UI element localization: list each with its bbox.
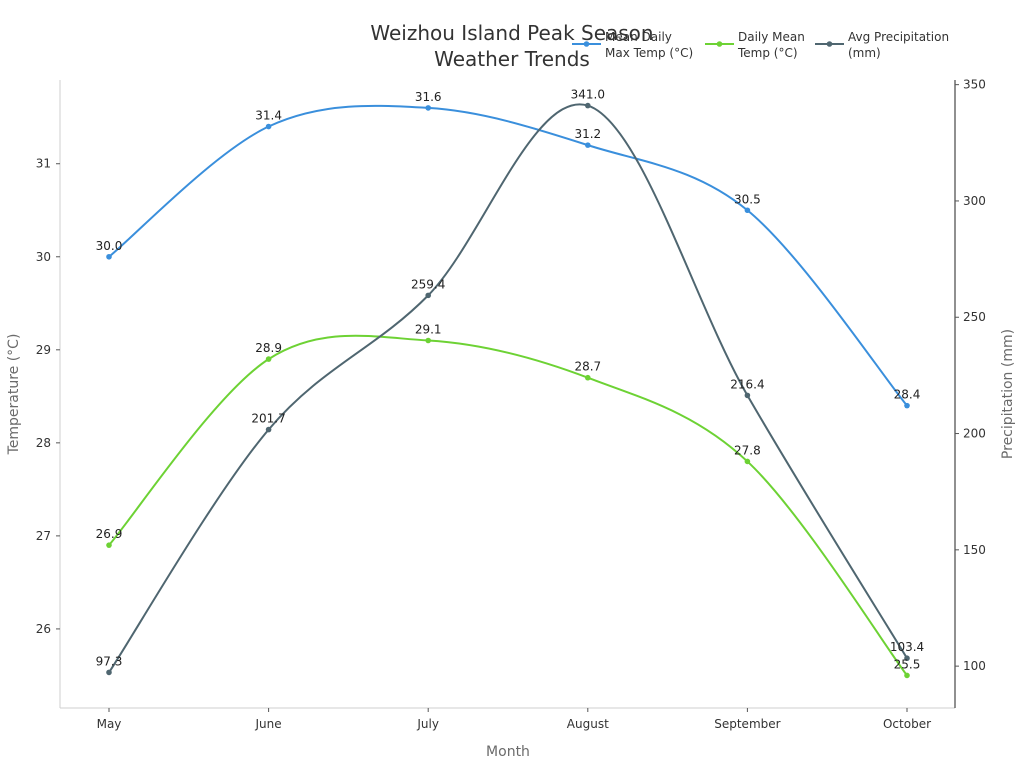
left-tick-label: 27 bbox=[36, 529, 51, 543]
legend-label: Max Temp (°C) bbox=[605, 46, 693, 60]
series-0-data-label: 30.5 bbox=[734, 192, 761, 206]
series-0-point bbox=[904, 402, 910, 409]
series-2-point bbox=[904, 655, 910, 662]
series-1-data-label: 25.5 bbox=[894, 657, 921, 671]
right-tick-label: 300 bbox=[963, 194, 986, 208]
left-axis-title: Temperature (°C) bbox=[6, 334, 22, 456]
series-2-point bbox=[585, 102, 591, 109]
series-1-data-label: 28.7 bbox=[574, 360, 601, 374]
series-2-point bbox=[425, 292, 432, 299]
series-2-data-label: 216.4 bbox=[730, 377, 764, 391]
series-line-2 bbox=[108, 103, 908, 673]
right-axis-title: Precipitation (mm) bbox=[1000, 329, 1016, 459]
right-tick-label: 250 bbox=[963, 310, 986, 324]
series-1-data-label: 26.9 bbox=[96, 527, 123, 541]
legend-swatch-marker bbox=[716, 41, 723, 47]
series-2-data-label: 201.7 bbox=[251, 412, 285, 426]
legend-label: Avg Precipitation bbox=[848, 30, 949, 44]
x-tick-label: August bbox=[567, 717, 609, 731]
series-1-point bbox=[904, 672, 910, 679]
series-1-point bbox=[744, 458, 751, 465]
series-0-data-label: 31.6 bbox=[415, 90, 442, 104]
left-tick-label: 31 bbox=[36, 157, 51, 171]
series-0-point bbox=[744, 207, 751, 214]
left-tick-label: 30 bbox=[36, 250, 51, 264]
right-tick-label: 350 bbox=[963, 78, 986, 92]
series-0-point bbox=[585, 142, 591, 148]
left-tick-label: 28 bbox=[36, 436, 51, 450]
legend-swatch-marker bbox=[826, 41, 833, 47]
x-axis-title: Month bbox=[486, 744, 530, 760]
x-tick-label: September bbox=[714, 717, 780, 731]
series-2-data-label: 97.3 bbox=[96, 654, 123, 668]
series-0-point bbox=[265, 123, 272, 130]
series-0-data-label: 31.2 bbox=[574, 127, 601, 141]
series-1-data-label: 29.1 bbox=[415, 323, 442, 337]
series-line-0 bbox=[108, 104, 908, 407]
series-0-point bbox=[425, 105, 432, 111]
series-1-data-label: 27.8 bbox=[734, 443, 761, 457]
chart-title-line: Weizhou Island Peak Season bbox=[370, 21, 653, 45]
legend-label: (mm) bbox=[848, 46, 881, 60]
legend-label: Temp (°C) bbox=[737, 46, 798, 60]
series-0-data-label: 31.4 bbox=[255, 109, 282, 123]
series-1-point bbox=[425, 337, 432, 344]
x-tick-label: May bbox=[97, 717, 122, 731]
legend-swatch-marker bbox=[583, 41, 590, 47]
chart-title-line: Weather Trends bbox=[434, 47, 590, 71]
right-tick-label: 150 bbox=[963, 543, 986, 557]
series-2-point bbox=[106, 669, 112, 676]
series-line-1 bbox=[108, 334, 908, 677]
legend-label: Mean Daily bbox=[605, 30, 672, 44]
left-tick-label: 29 bbox=[36, 343, 51, 357]
right-tick-label: 100 bbox=[963, 659, 986, 673]
x-tick-label: October bbox=[883, 717, 931, 731]
series-1-point bbox=[106, 542, 112, 548]
series-1-point bbox=[585, 374, 591, 381]
series-0-data-label: 28.4 bbox=[894, 388, 921, 402]
series-2-point bbox=[744, 392, 751, 399]
series-2-data-label: 341.0 bbox=[571, 88, 605, 102]
series-0-point bbox=[106, 253, 112, 260]
x-tick-label: July bbox=[416, 717, 439, 731]
right-tick-label: 200 bbox=[963, 427, 986, 441]
series-2-data-label: 103.4 bbox=[890, 640, 924, 654]
series-2-point bbox=[265, 426, 272, 433]
series-1-data-label: 28.9 bbox=[255, 341, 282, 355]
series-1-point bbox=[265, 356, 272, 362]
series-2-data-label: 259.4 bbox=[411, 277, 445, 291]
series-0-data-label: 30.0 bbox=[96, 239, 123, 253]
legend-label: Daily Mean bbox=[738, 30, 805, 44]
x-tick-label: June bbox=[255, 717, 282, 731]
left-tick-label: 26 bbox=[36, 622, 51, 636]
